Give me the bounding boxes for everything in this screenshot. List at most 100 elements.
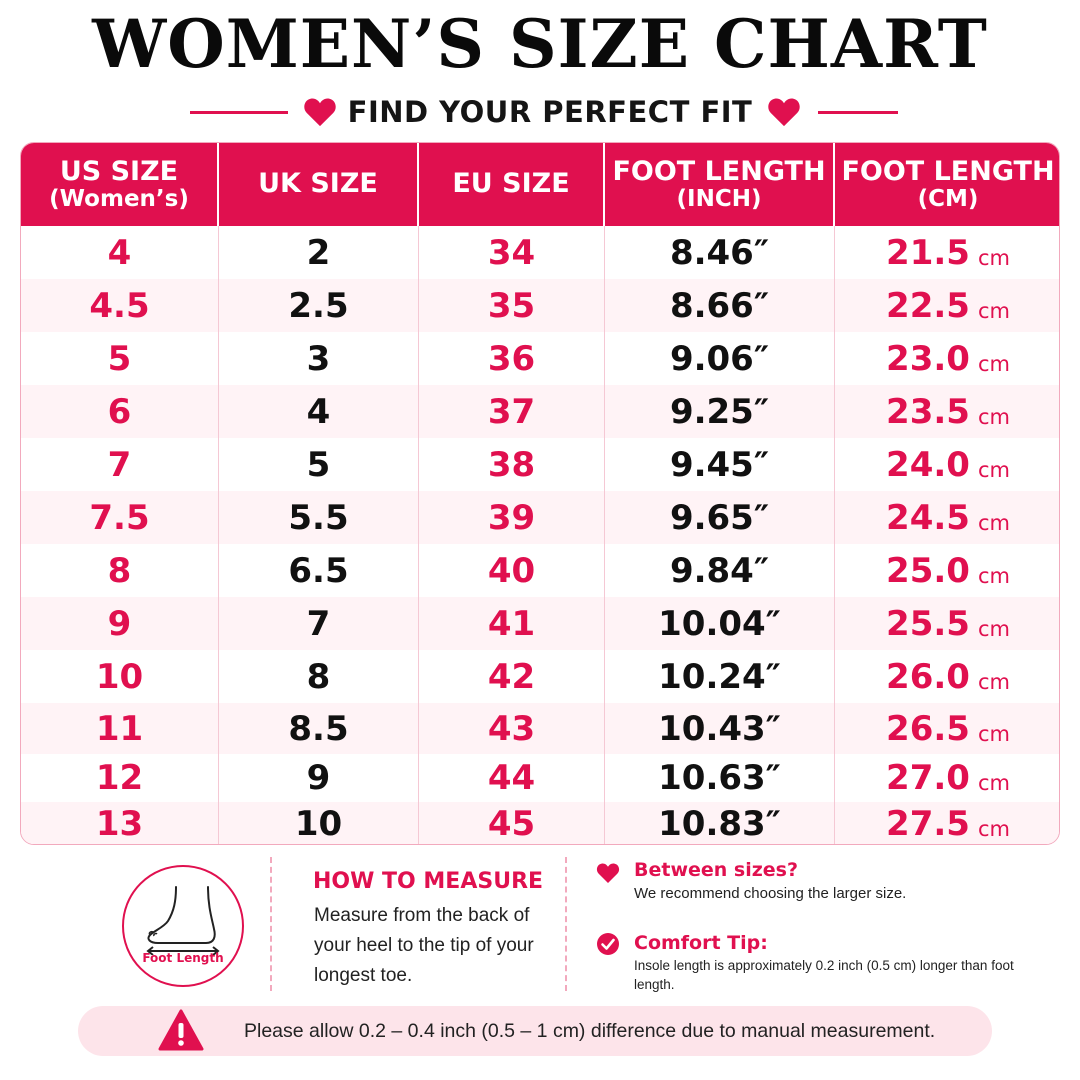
- cell-foot-length-inch: 8.66″: [605, 279, 835, 332]
- cell-value: 11: [95, 708, 144, 749]
- divider: [565, 857, 567, 991]
- cell-us-size: 11: [21, 703, 219, 754]
- cell-value: 7: [107, 444, 132, 485]
- cell-value: 27.5: [886, 804, 970, 844]
- cell-us-size: 10: [21, 650, 219, 703]
- cell-us-size: 6: [21, 385, 219, 438]
- cell-eu-size: 36: [419, 332, 605, 385]
- cell-value: 21.5: [886, 232, 970, 273]
- header-label: FOOT LENGTH: [612, 155, 826, 187]
- header-label: FOOT LENGTH: [841, 155, 1055, 187]
- cell-us-size: 12: [21, 754, 219, 802]
- cell-value: 6.5: [288, 550, 349, 591]
- cell-uk-size: 8: [219, 650, 419, 703]
- header-foot-length-cm: FOOT LENGTH (CM): [835, 143, 1059, 226]
- cell-foot-length-inch: 9.84″: [605, 544, 835, 597]
- header-foot-length-inch: FOOT LENGTH (INCH): [605, 143, 835, 226]
- cm-unit-label: cm: [977, 616, 1010, 641]
- cell-value: 25.5: [886, 603, 970, 644]
- cell-value: 39: [487, 497, 536, 538]
- heart-icon: [304, 98, 336, 127]
- header-uk-size: UK SIZE: [219, 143, 419, 226]
- table-row: 7.5 5.5 39 9.65″ 24.5 cm: [21, 491, 1059, 544]
- cm-unit-label: cm: [977, 721, 1010, 746]
- cell-eu-size: 40: [419, 544, 605, 597]
- cell-value: 41: [487, 603, 536, 644]
- cell-us-size: 4.5: [21, 279, 219, 332]
- cell-value: 4: [306, 391, 331, 432]
- header-label: US SIZE: [59, 155, 179, 187]
- cell-value: 10.83″: [658, 804, 781, 844]
- cell-value: 9.06″: [669, 338, 770, 379]
- cell-value: 3: [306, 338, 331, 379]
- cell-value: 8.46″: [669, 232, 770, 273]
- header-sublabel: (INCH): [676, 185, 762, 212]
- cell-uk-size: 10: [219, 802, 419, 844]
- cell-value: 8: [306, 656, 331, 697]
- table-row: 4.5 2.5 35 8.66″ 22.5 cm: [21, 279, 1059, 332]
- cell-eu-size: 38: [419, 438, 605, 491]
- cell-value: 9: [306, 758, 331, 798]
- cm-unit-label: cm: [977, 351, 1010, 376]
- cell-value: 37: [487, 391, 536, 432]
- table-row: 12 9 44 10.63″ 27.0 cm: [21, 754, 1059, 802]
- foot-icon: [146, 886, 220, 955]
- cm-unit-label: cm: [977, 771, 1010, 795]
- cell-us-size: 7.5: [21, 491, 219, 544]
- cell-foot-length-cm: 23.5 cm: [835, 385, 1059, 438]
- heart-icon: [768, 98, 800, 127]
- cell-foot-length-inch: 9.06″: [605, 332, 835, 385]
- cell-value: 24.0: [886, 444, 970, 485]
- cell-foot-length-cm: 21.5 cm: [835, 226, 1059, 279]
- cell-uk-size: 4: [219, 385, 419, 438]
- tip-text: Insole length is approximately 0.2 inch …: [634, 958, 1014, 992]
- cell-value: 26.0: [886, 656, 970, 697]
- cell-us-size: 7: [21, 438, 219, 491]
- cell-uk-size: 2: [219, 226, 419, 279]
- divider: [270, 857, 272, 991]
- cell-us-size: 8: [21, 544, 219, 597]
- cell-foot-length-cm: 27.5 cm: [835, 802, 1059, 844]
- cell-uk-size: 7: [219, 597, 419, 650]
- heart-icon: [596, 863, 620, 883]
- cell-foot-length-inch: 9.25″: [605, 385, 835, 438]
- note-text: Please allow 0.2 – 0.4 inch (0.5 – 1 cm)…: [244, 1020, 936, 1042]
- cell-value: 40: [487, 550, 536, 591]
- table-row: 6 4 37 9.25″ 23.5 cm: [21, 385, 1059, 438]
- header-label: UK SIZE: [258, 168, 378, 200]
- table-row: 9 7 41 10.04″ 25.5 cm: [21, 597, 1059, 650]
- cell-foot-length-cm: 26.5 cm: [835, 703, 1059, 754]
- cell-foot-length-inch: 10.83″: [605, 802, 835, 844]
- cm-unit-label: cm: [977, 817, 1010, 841]
- cell-foot-length-cm: 24.5 cm: [835, 491, 1059, 544]
- table-row: 5 3 36 9.06″ 23.0 cm: [21, 332, 1059, 385]
- cell-value: 8.5: [288, 708, 349, 749]
- cell-eu-size: 37: [419, 385, 605, 438]
- table-header: US SIZE (Women’s) UK SIZE EU SIZE FOOT L…: [21, 143, 1059, 226]
- tip-title: Comfort Tip:: [634, 932, 768, 954]
- header-us-size: US SIZE (Women’s): [21, 143, 219, 226]
- cell-value: 10: [294, 804, 343, 844]
- foot-length-label: Foot Length: [142, 951, 224, 965]
- measure-info: Foot Length HOW TO MEASURE Measure from …: [20, 855, 1060, 995]
- cell-foot-length-inch: 10.04″: [605, 597, 835, 650]
- cell-foot-length-cm: 23.0 cm: [835, 332, 1059, 385]
- cell-foot-length-inch: 8.46″: [605, 226, 835, 279]
- cell-us-size: 13: [21, 802, 219, 844]
- cell-value: 2.5: [288, 285, 349, 326]
- cell-value: 4: [107, 232, 132, 273]
- cell-foot-length-inch: 10.24″: [605, 650, 835, 703]
- table-row: 4 2 34 8.46″ 21.5 cm: [21, 226, 1059, 279]
- cell-eu-size: 34: [419, 226, 605, 279]
- cell-eu-size: 44: [419, 754, 605, 802]
- subtitle-divider-right: [818, 111, 898, 114]
- measurement-note: Please allow 0.2 – 0.4 inch (0.5 – 1 cm)…: [78, 1006, 992, 1056]
- header-label: EU SIZE: [452, 168, 570, 200]
- cell-foot-length-inch: 10.43″: [605, 703, 835, 754]
- cell-us-size: 5: [21, 332, 219, 385]
- cell-uk-size: 6.5: [219, 544, 419, 597]
- cell-foot-length-cm: 27.0 cm: [835, 754, 1059, 802]
- cm-unit-label: cm: [977, 404, 1010, 429]
- subtitle-row: FIND YOUR PERFECT FIT: [0, 90, 1080, 134]
- cell-uk-size: 9: [219, 754, 419, 802]
